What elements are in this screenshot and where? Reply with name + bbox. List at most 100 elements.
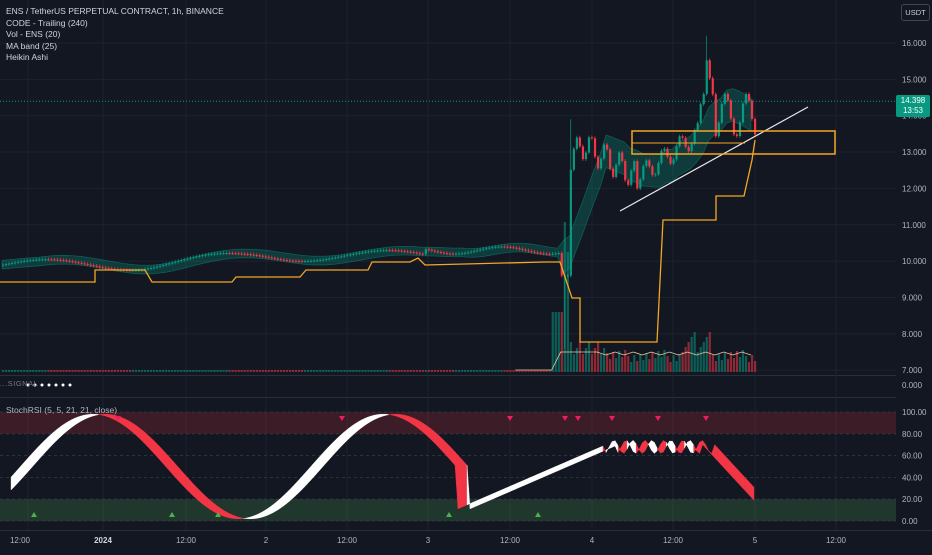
sell-signal-marker — [609, 416, 615, 421]
volume-bar — [243, 370, 246, 372]
candle-body — [101, 266, 104, 268]
stoch-ribbon-segment — [334, 437, 338, 455]
signal-dot — [47, 383, 51, 387]
stoch-ribbon-segment — [663, 440, 667, 453]
candle-body — [304, 261, 307, 263]
sell-signal-marker — [703, 416, 709, 421]
volume-bar — [545, 370, 548, 372]
candle-body — [14, 262, 17, 264]
stoch-ribbon-segment — [330, 440, 335, 458]
candle-body — [575, 137, 578, 149]
stoch-rsi-label[interactable]: StochRSI (5, 5, 21, 21, close) — [6, 405, 118, 415]
indicator-label[interactable]: Vol - ENS (20) — [6, 29, 61, 39]
volume-bar — [494, 370, 497, 372]
volume-bar — [38, 370, 41, 372]
candle-body — [156, 266, 159, 268]
volume-bar — [267, 370, 270, 372]
candle-body — [427, 249, 431, 251]
candle-body — [264, 256, 267, 258]
stoch-ribbon-segment — [388, 414, 392, 416]
stoch-ribbon-segment — [167, 455, 172, 474]
candle-body — [524, 249, 527, 251]
time-tick-label: 12:00 — [826, 536, 847, 545]
volume-bar — [310, 370, 313, 372]
candle-body — [566, 275, 569, 277]
stoch-ribbon-segment — [690, 439, 694, 454]
volume-bar — [663, 350, 666, 372]
stoch-ribbon-segment — [566, 460, 570, 468]
candle-body — [678, 136, 681, 147]
stoch-ribbon-segment — [436, 433, 441, 450]
volume-bar — [702, 342, 705, 372]
candle-body — [615, 164, 618, 177]
candle-body — [210, 253, 213, 255]
indicator-label[interactable]: MA band (25) — [6, 40, 58, 51]
stoch-ribbon-segment — [642, 439, 646, 454]
candle-body — [219, 253, 222, 255]
volume-bar — [71, 370, 74, 372]
stoch-ribbon-segment — [346, 427, 350, 442]
candle-body — [741, 103, 745, 123]
volume-bar — [95, 370, 98, 372]
stoch-ribbon-segment — [439, 436, 444, 453]
stoch-ribbon-segment — [750, 483, 755, 501]
candle-body — [340, 256, 343, 258]
stoch-ribbon-segment — [50, 431, 54, 448]
candle-body — [316, 260, 319, 262]
volume-bar — [77, 370, 80, 372]
trend-line — [619, 106, 809, 212]
signal-indicator-label[interactable]: ...SIGNAL — [0, 379, 39, 388]
candle-body — [714, 94, 717, 137]
stoch-ribbon-segment — [201, 491, 205, 506]
volume-bar — [294, 370, 298, 372]
sell-signal-marker — [562, 416, 568, 421]
candle-body — [409, 251, 412, 253]
volume-bar — [442, 370, 446, 372]
candle-body — [65, 260, 68, 262]
volume-bar — [506, 370, 509, 372]
volume-bar — [421, 370, 424, 372]
volume-bar — [252, 370, 255, 372]
volume-bar — [270, 370, 273, 372]
stoch-ribbon-segment — [179, 468, 184, 487]
symbol-title[interactable]: ENS / TetherUS PERPETUAL CONTRACT, 1h, B… — [6, 6, 224, 16]
volume-bar — [174, 370, 177, 372]
volume-bar — [297, 370, 301, 372]
volume-bar — [627, 356, 630, 372]
stoch-ribbon-segment — [738, 470, 743, 488]
stoch-ribbon-segment — [639, 442, 643, 454]
stoch-ribbon-segment — [297, 477, 302, 494]
volume-bar — [720, 360, 723, 372]
candle-body — [225, 253, 228, 255]
indicator-label[interactable]: Heikin Ashi — [6, 52, 49, 62]
time-axis[interactable]: 12:00 2024 12:00 2 12:00 3 12:00 4 12:00 5 12:00 — [10, 536, 847, 545]
candle-body — [5, 264, 8, 266]
stoch-ribbon-segment — [575, 456, 580, 464]
volume-bar — [699, 347, 702, 372]
volume-bar — [334, 370, 337, 372]
candle-body — [92, 265, 95, 267]
stoch-ribbon-segment — [312, 460, 317, 479]
stoch-ribbon-segment — [324, 446, 329, 465]
stoch-ribbon-segment — [657, 444, 661, 454]
stoch-ribbon-segment — [38, 443, 42, 461]
stoch-ribbon-segment — [349, 425, 353, 439]
stoch-ribbon-segment — [554, 465, 558, 473]
volume-bar — [107, 370, 110, 372]
indicator-label[interactable]: CODE - Trailing (240) — [6, 17, 88, 28]
buy-signal-marker — [535, 512, 541, 517]
volume-bar — [675, 361, 678, 372]
candle-body — [285, 259, 289, 261]
stoch-ribbon-segment — [512, 483, 516, 491]
candle-body — [448, 253, 452, 255]
volume-bar — [596, 342, 600, 372]
currency-button[interactable]: USDT — [901, 4, 930, 21]
volume-bar — [246, 370, 249, 372]
candle-body — [584, 152, 588, 160]
volume-bar — [741, 350, 745, 372]
volume-bar — [467, 370, 470, 372]
candle-body — [32, 259, 35, 261]
candle-body — [560, 253, 563, 276]
price-axis[interactable]: 16.00015.00014.00013.00012.00011.00010.0… — [896, 0, 932, 530]
